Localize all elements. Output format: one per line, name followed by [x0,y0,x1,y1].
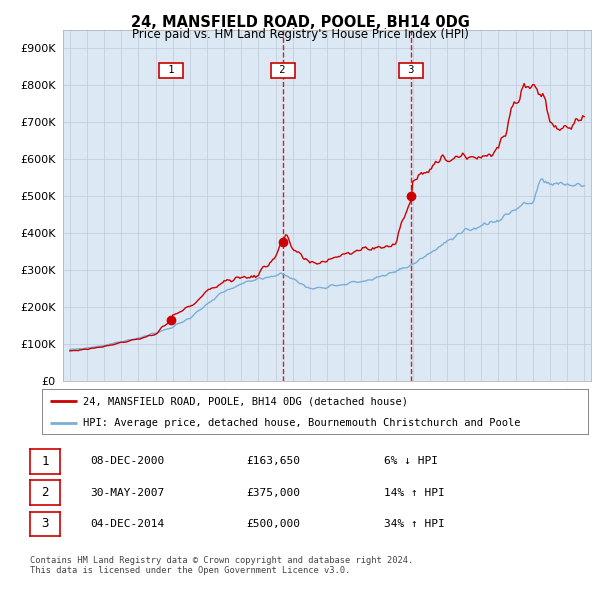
Text: £163,650: £163,650 [246,457,300,466]
Text: 14% ↑ HPI: 14% ↑ HPI [384,488,445,497]
Text: 6% ↓ HPI: 6% ↓ HPI [384,457,438,466]
Text: 04-DEC-2014: 04-DEC-2014 [90,519,164,529]
Text: 34% ↑ HPI: 34% ↑ HPI [384,519,445,529]
Text: 08-DEC-2000: 08-DEC-2000 [90,457,164,466]
Text: 2: 2 [41,486,49,499]
Text: Contains HM Land Registry data © Crown copyright and database right 2024.
This d: Contains HM Land Registry data © Crown c… [30,556,413,575]
Text: £375,000: £375,000 [246,488,300,497]
Text: 1: 1 [41,455,49,468]
Text: 1: 1 [162,65,181,75]
Text: HPI: Average price, detached house, Bournemouth Christchurch and Poole: HPI: Average price, detached house, Bour… [83,418,520,428]
Text: 30-MAY-2007: 30-MAY-2007 [90,488,164,497]
Text: £500,000: £500,000 [246,519,300,529]
Text: Price paid vs. HM Land Registry's House Price Index (HPI): Price paid vs. HM Land Registry's House … [131,28,469,41]
Text: 24, MANSFIELD ROAD, POOLE, BH14 0DG: 24, MANSFIELD ROAD, POOLE, BH14 0DG [131,15,469,30]
Text: 24, MANSFIELD ROAD, POOLE, BH14 0DG (detached house): 24, MANSFIELD ROAD, POOLE, BH14 0DG (det… [83,396,408,407]
Text: 3: 3 [402,65,421,75]
Text: 2: 2 [273,65,292,75]
Text: 3: 3 [41,517,49,530]
